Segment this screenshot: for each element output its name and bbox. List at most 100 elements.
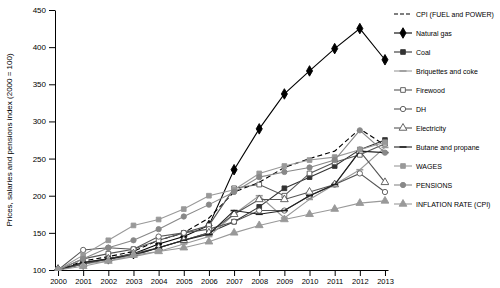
marker (381, 178, 389, 185)
marker (54, 266, 62, 271)
legend-entry: CPI (FUEL and POWER) (394, 11, 494, 19)
x-tick: 2006 (201, 270, 218, 286)
legend-marker (400, 182, 405, 187)
plot: 1001502002503003504004502000200120022003… (33, 6, 394, 286)
marker (282, 169, 287, 174)
marker-group (281, 210, 288, 211)
marker-group (282, 208, 287, 213)
legend-marker-group (400, 182, 405, 187)
x-tick-label: 2008 (251, 277, 268, 286)
marker-group (282, 164, 287, 169)
marker-group (357, 171, 362, 176)
marker (81, 256, 86, 261)
marker (231, 164, 237, 175)
marker-group (256, 124, 262, 135)
x-tick: 2000 (50, 270, 67, 286)
y-tick-mark (49, 233, 55, 234)
legend-entry: WAGES (394, 163, 442, 170)
legend-marker-group (400, 71, 407, 72)
y-tick: 250 (33, 155, 55, 164)
legend-label: Natural gas (416, 30, 452, 38)
x-tick-mark (209, 270, 210, 276)
marker-group (131, 238, 136, 243)
marker-group (231, 164, 237, 175)
legend-marker (401, 164, 406, 169)
marker-group (381, 196, 389, 203)
marker-group (54, 266, 62, 271)
x-tick-label: 2010 (302, 277, 319, 286)
y-axis-line (55, 11, 56, 271)
marker (306, 188, 314, 195)
legend-marker (400, 106, 405, 111)
marker-group (282, 169, 287, 174)
x-tick-mark (360, 270, 361, 276)
series-line (58, 201, 385, 270)
marker (106, 245, 111, 250)
marker (181, 214, 186, 219)
marker (357, 171, 362, 176)
marker (206, 202, 211, 207)
x-axis: 2000200120022003200420052006200720082009… (50, 270, 394, 286)
x-tick-label: 2001 (75, 277, 92, 286)
x-tick: 2005 (176, 270, 193, 286)
marker (181, 231, 186, 236)
marker-group (332, 43, 338, 54)
marker-group (106, 238, 111, 243)
y-tick: 450 (33, 6, 55, 15)
y-tick-label: 250 (33, 155, 47, 164)
legend-entry: Briquettes and coke (394, 68, 478, 76)
x-tick-label: 2007 (226, 277, 243, 286)
marker (381, 147, 388, 149)
marker-group (181, 207, 186, 212)
y-tick-mark (49, 121, 55, 122)
legend-entry: Coal (394, 49, 431, 56)
legend-marker (401, 50, 406, 55)
y-tick-label: 100 (33, 266, 47, 275)
chart: 1001502002503003504004502000200120022003… (0, 0, 500, 288)
marker (130, 251, 138, 258)
marker (281, 215, 289, 222)
legend-entry: Electricity (394, 124, 446, 133)
marker-group (181, 214, 186, 219)
marker-group (205, 237, 213, 244)
marker-group (206, 202, 211, 207)
marker-group (255, 195, 263, 202)
marker-group (155, 247, 163, 254)
marker-group (381, 147, 388, 148)
marker-group (382, 189, 387, 194)
legend-label: Coal (416, 49, 431, 56)
legend-line (394, 146, 412, 147)
marker (255, 195, 263, 202)
marker (79, 262, 87, 269)
marker (180, 239, 187, 241)
marker (205, 234, 212, 236)
legend-marker (400, 70, 407, 72)
marker-group (307, 158, 312, 163)
marker-group (131, 223, 136, 228)
series-layer (54, 23, 389, 271)
marker (306, 210, 314, 217)
marker (306, 66, 312, 77)
marker-group (106, 245, 111, 250)
marker-group (357, 147, 362, 152)
marker (231, 189, 236, 194)
x-tick-mark (108, 270, 109, 276)
marker (55, 265, 61, 271)
marker (156, 234, 161, 239)
x-tick: 2001 (75, 270, 92, 286)
x-tick: 2002 (100, 270, 117, 286)
y-tick: 300 (33, 117, 55, 126)
x-tick-label: 2005 (176, 277, 193, 286)
marker (307, 165, 312, 170)
marker (282, 186, 287, 191)
marker (332, 43, 338, 54)
marker (256, 124, 262, 135)
marker (381, 196, 389, 203)
marker (131, 223, 136, 228)
legend-label: Butane and propane (416, 144, 480, 152)
marker (180, 243, 188, 250)
legend-marker-group (401, 164, 406, 169)
marker-group (181, 230, 186, 235)
x-tick-label: 2003 (126, 277, 143, 286)
x-tick-mark (184, 270, 185, 276)
